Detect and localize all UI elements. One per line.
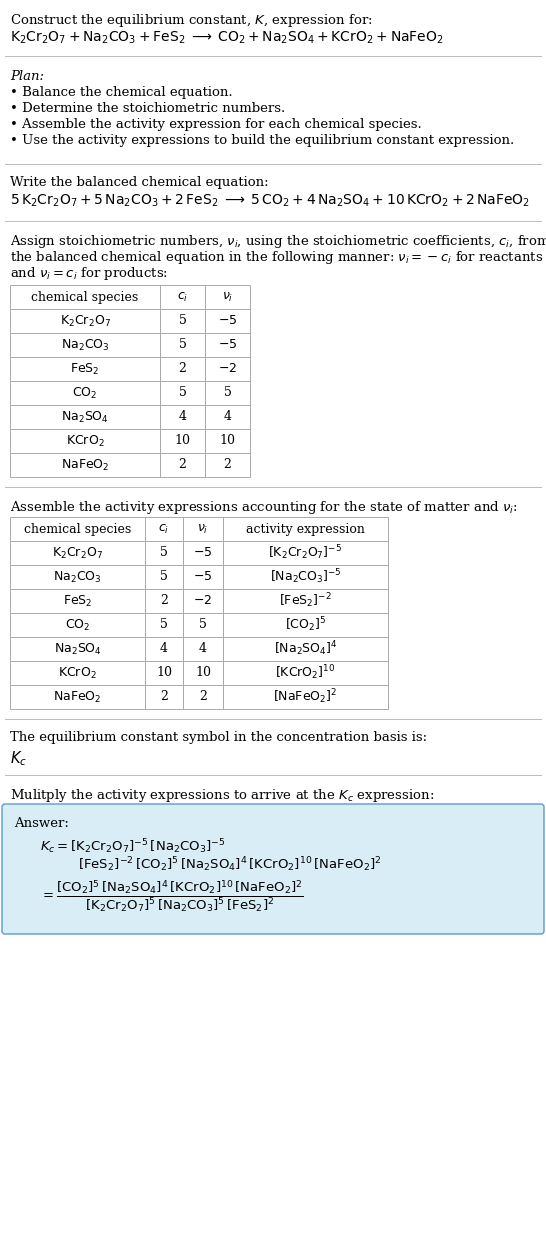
Bar xyxy=(10,286,250,477)
Text: Construct the equilibrium constant, $K$, expression for:: Construct the equilibrium constant, $K$,… xyxy=(10,13,373,29)
Text: $c_i$: $c_i$ xyxy=(177,291,188,303)
Text: 2: 2 xyxy=(199,691,207,703)
Text: $\mathrm{FeS_2}$: $\mathrm{FeS_2}$ xyxy=(63,594,92,609)
Text: 5: 5 xyxy=(160,570,168,584)
Text: • Determine the stoichiometric numbers.: • Determine the stoichiometric numbers. xyxy=(10,102,285,114)
Text: $\mathrm{5\,K_2Cr_2O_7 + 5\,Na_2CO_3 + 2\,FeS_2 \;\longrightarrow\; 5\,CO_2 + 4\: $\mathrm{5\,K_2Cr_2O_7 + 5\,Na_2CO_3 + 2… xyxy=(10,192,530,209)
Text: 5: 5 xyxy=(199,619,207,632)
Text: $\mathrm{K_2Cr_2O_7}$: $\mathrm{K_2Cr_2O_7}$ xyxy=(52,546,103,561)
Text: 10: 10 xyxy=(195,667,211,679)
Text: 4: 4 xyxy=(160,643,168,655)
Text: 10: 10 xyxy=(175,434,191,448)
Text: $= \dfrac{[\mathrm{CO_2}]^{5}\,[\mathrm{Na_2SO_4}]^{4}\,[\mathrm{KCrO_2}]^{10}\,: $= \dfrac{[\mathrm{CO_2}]^{5}\,[\mathrm{… xyxy=(40,879,304,915)
Text: activity expression: activity expression xyxy=(246,522,365,536)
Text: $c_i$: $c_i$ xyxy=(158,522,170,536)
Text: The equilibrium constant symbol in the concentration basis is:: The equilibrium constant symbol in the c… xyxy=(10,731,427,743)
Text: $\mathrm{NaFeO_2}$: $\mathrm{NaFeO_2}$ xyxy=(54,689,102,704)
Text: $[\mathrm{KCrO_2}]^{10}$: $[\mathrm{KCrO_2}]^{10}$ xyxy=(275,664,336,682)
Text: and $\nu_i = c_i$ for products:: and $\nu_i = c_i$ for products: xyxy=(10,265,168,282)
Text: 10: 10 xyxy=(156,667,172,679)
Text: $\mathrm{Na_2CO_3}$: $\mathrm{Na_2CO_3}$ xyxy=(53,570,102,585)
Text: Assign stoichiometric numbers, $\nu_i$, using the stoichiometric coefficients, $: Assign stoichiometric numbers, $\nu_i$, … xyxy=(10,233,546,250)
Text: • Balance the chemical equation.: • Balance the chemical equation. xyxy=(10,86,233,99)
Text: 2: 2 xyxy=(179,458,186,472)
Text: $[\mathrm{FeS_2}]^{-2}\,[\mathrm{CO_2}]^{5}\,[\mathrm{Na_2SO_4}]^{4}\,[\mathrm{K: $[\mathrm{FeS_2}]^{-2}\,[\mathrm{CO_2}]^… xyxy=(78,855,382,874)
Text: the balanced chemical equation in the following manner: $\nu_i = -c_i$ for react: the balanced chemical equation in the fo… xyxy=(10,249,543,265)
Text: 5: 5 xyxy=(160,619,168,632)
Text: $\mathrm{Na_2CO_3}$: $\mathrm{Na_2CO_3}$ xyxy=(61,337,109,352)
Text: Write the balanced chemical equation:: Write the balanced chemical equation: xyxy=(10,176,269,189)
Text: Answer:: Answer: xyxy=(14,816,69,830)
Text: Plan:: Plan: xyxy=(10,70,44,83)
Text: $\mathrm{NaFeO_2}$: $\mathrm{NaFeO_2}$ xyxy=(61,458,109,473)
Text: $\nu_i$: $\nu_i$ xyxy=(222,291,233,303)
Text: 5: 5 xyxy=(223,386,232,400)
Text: $-5$: $-5$ xyxy=(218,314,237,327)
Text: $[\mathrm{Na_2SO_4}]^{4}$: $[\mathrm{Na_2SO_4}]^{4}$ xyxy=(274,639,337,658)
Text: $[\mathrm{Na_2CO_3}]^{-5}$: $[\mathrm{Na_2CO_3}]^{-5}$ xyxy=(270,567,341,586)
Text: $\mathrm{FeS_2}$: $\mathrm{FeS_2}$ xyxy=(70,361,100,376)
Text: $K_c$: $K_c$ xyxy=(10,749,27,767)
Bar xyxy=(10,517,388,710)
Text: $-5$: $-5$ xyxy=(193,546,213,560)
Text: $K_c = [\mathrm{K_2Cr_2O_7}]^{-5}\,[\mathrm{Na_2CO_3}]^{-5}$: $K_c = [\mathrm{K_2Cr_2O_7}]^{-5}\,[\mat… xyxy=(40,837,225,855)
Text: $[\mathrm{FeS_2}]^{-2}$: $[\mathrm{FeS_2}]^{-2}$ xyxy=(279,591,332,610)
Text: 5: 5 xyxy=(179,338,186,351)
FancyBboxPatch shape xyxy=(2,804,544,933)
Text: $[\mathrm{K_2Cr_2O_7}]^{-5}$: $[\mathrm{K_2Cr_2O_7}]^{-5}$ xyxy=(269,543,342,562)
Text: • Use the activity expressions to build the equilibrium constant expression.: • Use the activity expressions to build … xyxy=(10,135,514,147)
Text: $\mathrm{Na_2SO_4}$: $\mathrm{Na_2SO_4}$ xyxy=(54,642,102,657)
Text: 2: 2 xyxy=(160,691,168,703)
Text: 4: 4 xyxy=(223,410,232,424)
Text: $\mathrm{Na_2SO_4}$: $\mathrm{Na_2SO_4}$ xyxy=(61,409,109,424)
Text: 4: 4 xyxy=(179,410,187,424)
Text: 10: 10 xyxy=(219,434,235,448)
Text: $\mathrm{CO_2}$: $\mathrm{CO_2}$ xyxy=(73,385,98,400)
Text: $-5$: $-5$ xyxy=(218,338,237,351)
Text: Assemble the activity expressions accounting for the state of matter and $\nu_i$: Assemble the activity expressions accoun… xyxy=(10,499,518,516)
Text: 2: 2 xyxy=(160,595,168,608)
Text: $-2$: $-2$ xyxy=(218,362,237,375)
Text: 5: 5 xyxy=(179,314,186,327)
Text: 2: 2 xyxy=(179,362,186,375)
Text: 2: 2 xyxy=(223,458,232,472)
Text: 5: 5 xyxy=(179,386,186,400)
Text: $\mathrm{CO_2}$: $\mathrm{CO_2}$ xyxy=(65,618,90,633)
Text: $-5$: $-5$ xyxy=(193,570,213,584)
Text: chemical species: chemical species xyxy=(24,522,131,536)
Text: 5: 5 xyxy=(160,546,168,560)
Text: $\mathrm{KCrO_2}$: $\mathrm{KCrO_2}$ xyxy=(66,434,104,449)
Text: $\nu_i$: $\nu_i$ xyxy=(197,522,209,536)
Text: $\mathrm{KCrO_2}$: $\mathrm{KCrO_2}$ xyxy=(58,665,97,681)
Text: 4: 4 xyxy=(199,643,207,655)
Text: • Assemble the activity expression for each chemical species.: • Assemble the activity expression for e… xyxy=(10,118,422,131)
Text: Mulitply the activity expressions to arrive at the $K_c$ expression:: Mulitply the activity expressions to arr… xyxy=(10,788,434,804)
Text: $\mathrm{K_2Cr_2O_7 + Na_2CO_3 + FeS_2 \;\longrightarrow\; CO_2 + Na_2SO_4 + KCr: $\mathrm{K_2Cr_2O_7 + Na_2CO_3 + FeS_2 \… xyxy=(10,30,444,47)
Text: $[\mathrm{NaFeO_2}]^{2}$: $[\mathrm{NaFeO_2}]^{2}$ xyxy=(274,688,337,706)
Text: $\mathrm{K_2Cr_2O_7}$: $\mathrm{K_2Cr_2O_7}$ xyxy=(60,313,110,328)
Text: $[\mathrm{CO_2}]^{5}$: $[\mathrm{CO_2}]^{5}$ xyxy=(285,615,326,634)
Text: $-2$: $-2$ xyxy=(193,595,212,608)
Text: chemical species: chemical species xyxy=(31,291,139,303)
